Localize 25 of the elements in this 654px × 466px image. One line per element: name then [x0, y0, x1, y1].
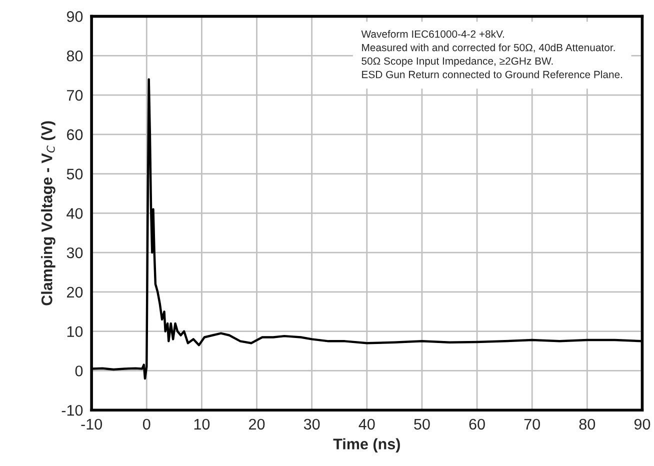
y-tick-label: 20 [67, 286, 83, 298]
x-tick-label: 40 [358, 418, 375, 430]
x-tick-label: 60 [469, 418, 485, 430]
y-tick-label: 0 [75, 366, 83, 376]
y-tick-label: 60 [67, 129, 83, 140]
y-tick-label: 50 [66, 168, 83, 180]
x-tick-label: 80 [579, 418, 596, 430]
x-tick-label: 70 [524, 418, 540, 430]
x-tick-label: 50 [414, 418, 430, 430]
annotation: Waveform IEC61000-4-2 +8kV. Measured with and corrected for 50Ω, 40dB Attenuator. 50Ω Scope Input Impedance, ≥2GHz BW. ESD Gun Return connected to Ground Reference Plane. [361, 30, 622, 78]
y-tick-label: 40 [66, 208, 83, 219]
x-tick-label: 20 [249, 418, 265, 430]
x-tick-label: 90 [634, 418, 650, 430]
y-tick-label: 90 [66, 11, 83, 22]
x-tick-label: 30 [304, 418, 320, 430]
y-axis-title: Clamping Voltage - V$_{C}$ (V) [41, 121, 56, 306]
y-tick-label: 70 [67, 90, 83, 101]
y-tick-label: -10 [62, 404, 83, 416]
y-tick-label: 80 [66, 50, 83, 62]
x-tick-label: -10 [81, 418, 102, 430]
x-tick-label: 0 [142, 418, 150, 430]
x-axis-title: Time (ns) [333, 438, 400, 452]
y-tick-label: 10 [67, 326, 83, 338]
y-tick-label: 30 [66, 247, 83, 258]
x-tick-label: 10 [194, 418, 210, 430]
